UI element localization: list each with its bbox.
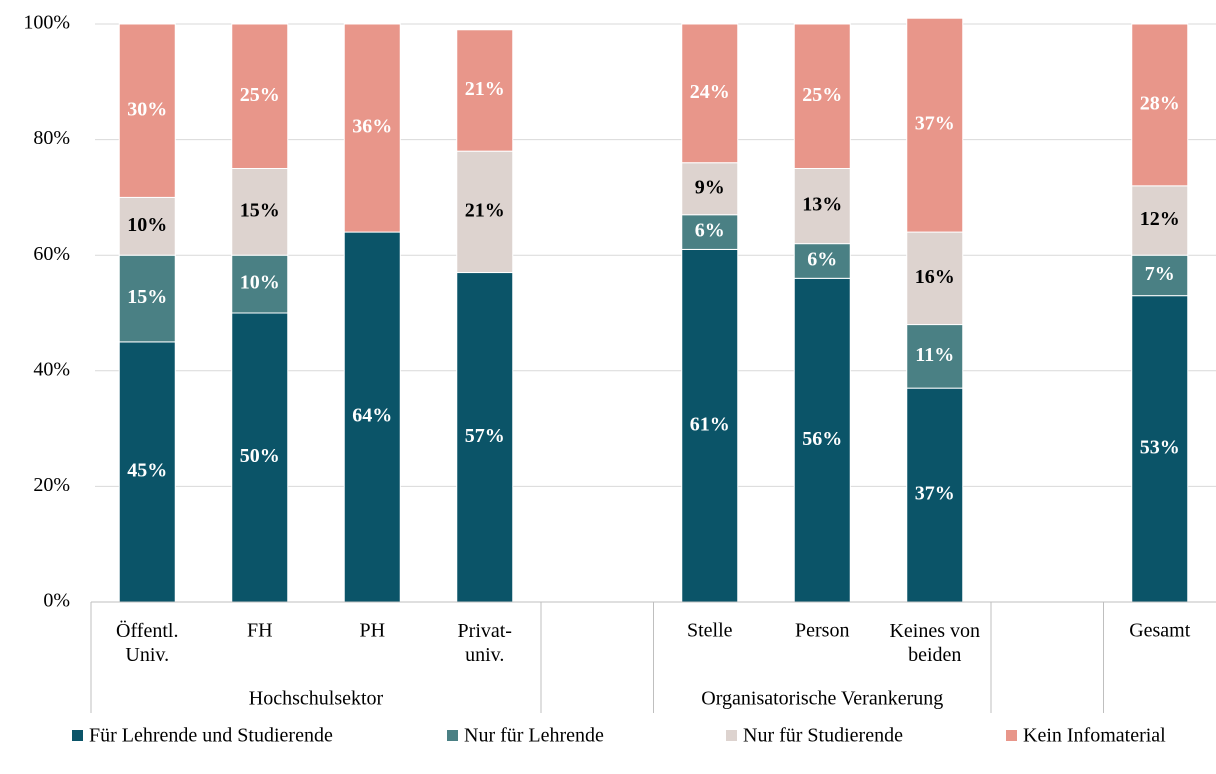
data-label: 6%: [695, 220, 725, 242]
bar-segment: [343, 23, 401, 233]
bar-segment: [456, 272, 514, 603]
y-tick-label: 20%: [33, 474, 70, 496]
bar-segment: [1131, 185, 1189, 256]
bar-segment: [118, 23, 176, 198]
bar-segment: [681, 214, 739, 250]
legend-label: Für Lehrende und Studierende: [89, 725, 333, 747]
y-tick-label: 0%: [43, 590, 70, 612]
legend-label: Kein Infomaterial: [1023, 725, 1166, 747]
data-label: 64%: [352, 405, 392, 427]
y-tick-label: 40%: [33, 358, 70, 380]
bar-segment: [231, 23, 289, 169]
bar-segment: [681, 23, 739, 164]
legend-swatch: [1006, 730, 1017, 741]
data-label: 37%: [915, 113, 955, 135]
bar-segment: [906, 324, 964, 389]
y-tick-label: 100%: [23, 12, 70, 34]
data-label: 15%: [240, 199, 280, 221]
bar-segment: [118, 196, 176, 256]
data-label: 10%: [240, 272, 280, 294]
data-label: 7%: [1145, 263, 1175, 285]
x-tick-label: Privat-univ.: [458, 620, 512, 666]
legend-swatch: [726, 730, 737, 741]
data-label: 30%: [127, 98, 167, 120]
x-tick-label: Person: [795, 620, 849, 642]
x-tick-label: Stelle: [687, 620, 733, 642]
legend-swatch: [72, 730, 83, 741]
data-label: 10%: [127, 214, 167, 236]
bar-segment: [231, 312, 289, 603]
bar-segment: [231, 254, 289, 314]
bar-segment: [456, 150, 514, 274]
data-label: 16%: [915, 266, 955, 288]
bar-segment: [906, 17, 964, 233]
x-tick-label: Gesamt: [1129, 620, 1191, 642]
bar-segment: [1131, 23, 1189, 187]
data-label: 37%: [915, 483, 955, 505]
x-tick-label: Keines von beiden: [889, 620, 980, 666]
bar-segment: [906, 387, 964, 603]
data-label: 9%: [695, 176, 725, 198]
data-label: 28%: [1140, 93, 1180, 115]
y-tick-label: 80%: [33, 127, 70, 149]
data-label: 56%: [802, 428, 842, 450]
data-label: 13%: [802, 194, 842, 216]
data-label: 25%: [240, 84, 280, 106]
data-label: 21%: [465, 78, 505, 100]
data-label: 21%: [465, 199, 505, 221]
bar-segment: [118, 254, 176, 343]
x-tick-label: FH: [247, 620, 273, 642]
data-label: 36%: [352, 116, 392, 138]
data-label: 11%: [915, 344, 954, 366]
data-label: 50%: [240, 445, 280, 467]
bar-segment: [456, 29, 514, 152]
x-tick-label: Öffentl. Univ.: [116, 619, 178, 666]
x-tick-label: PH: [359, 620, 385, 642]
bar-segment: [793, 243, 851, 279]
bar-segment: [231, 168, 289, 256]
bar-segment: [793, 168, 851, 245]
bar-segment: [681, 248, 739, 603]
bar-segment: [1131, 295, 1189, 603]
data-label: 15%: [127, 286, 167, 308]
legend-swatch: [447, 730, 458, 741]
legend-label: Nur für Studierende: [743, 725, 903, 747]
data-label: 61%: [690, 413, 730, 435]
y-tick-label: 60%: [33, 243, 70, 265]
data-label: 53%: [1140, 436, 1180, 458]
bar-segment: [681, 162, 739, 216]
group-label: Hochschulsektor: [249, 688, 384, 710]
group-label: Organisatorische Verankerung: [701, 688, 943, 710]
data-label: 24%: [690, 81, 730, 103]
data-label: 6%: [807, 249, 837, 271]
data-label: 45%: [127, 460, 167, 482]
data-label: 25%: [802, 84, 842, 106]
data-label: 57%: [465, 425, 505, 447]
data-label: 12%: [1140, 208, 1180, 230]
legend-label: Nur für Lehrende: [464, 725, 604, 747]
bar-segment: [793, 23, 851, 169]
